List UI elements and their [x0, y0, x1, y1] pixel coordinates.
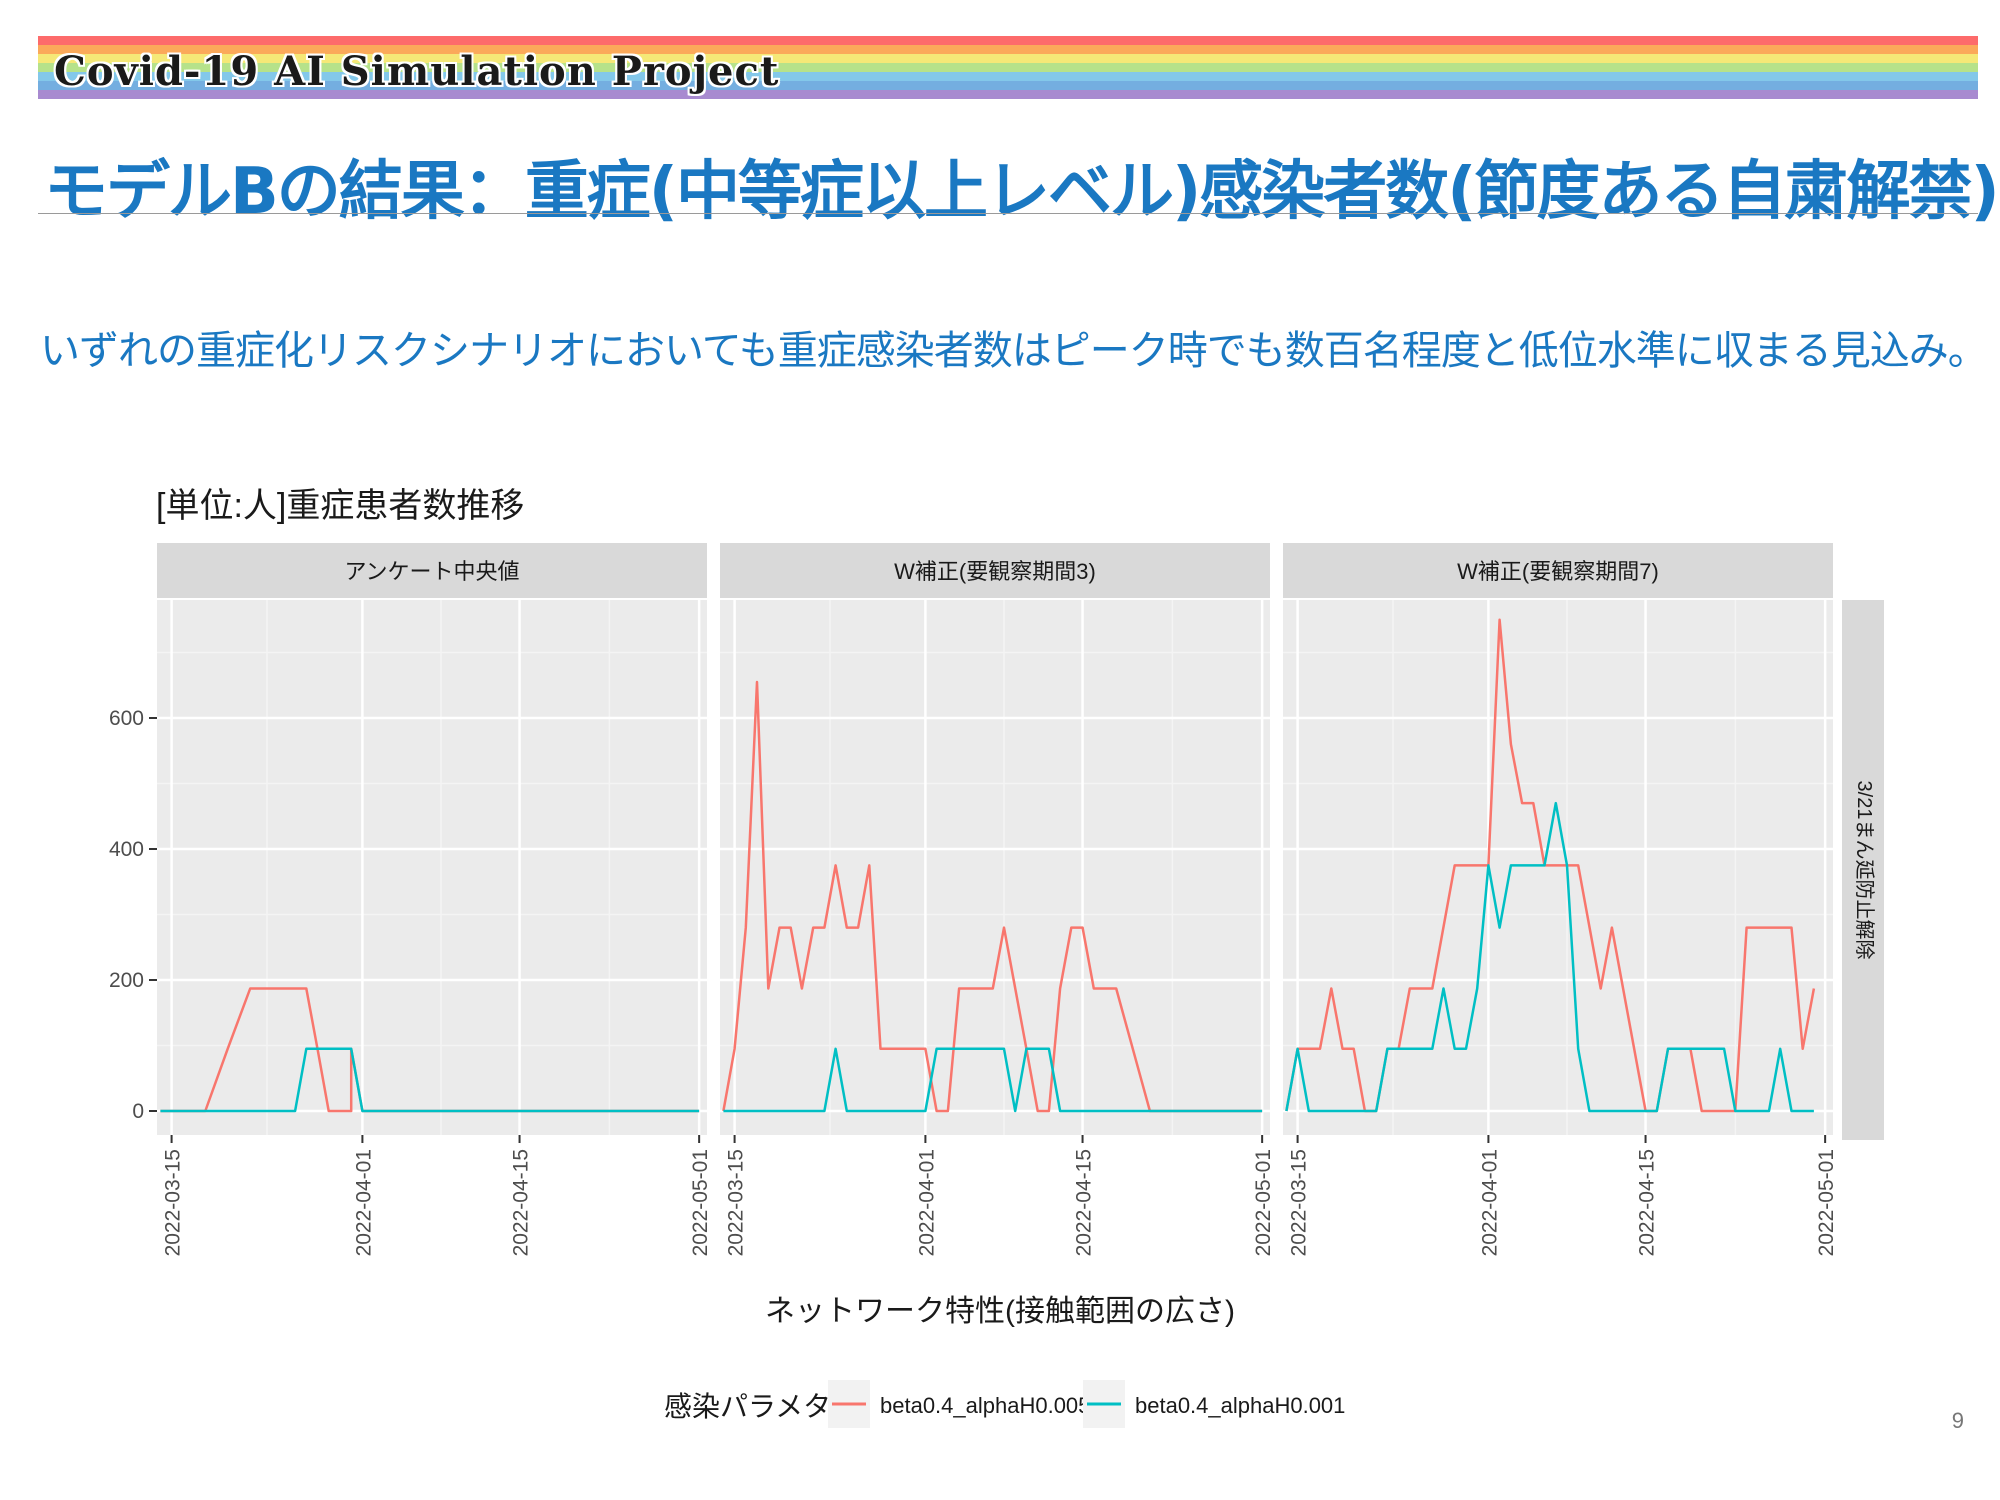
series-line — [1285, 618, 1816, 1113]
x-tick-label: 2022-04-15 — [1073, 1149, 1096, 1256]
x-tick-label: 2022-04-15 — [1636, 1149, 1659, 1256]
series-line — [160, 987, 700, 1113]
y-tick-label: 600 — [109, 707, 144, 730]
banner-stripe — [38, 45, 1978, 54]
series-line — [722, 680, 1263, 1113]
row-strip: 3/21まん延防止解除 — [1842, 600, 1884, 1140]
banner-stripe — [38, 63, 1978, 72]
legend-title: 感染パラメタ — [664, 1391, 831, 1422]
chart-panel: W補正(要観察期間7) 2022-03-15 2022-04-01 2022-04-1… — [1283, 543, 1838, 1256]
slide-title: モデルBの結果：重症(中等症以上レベル)感染者数(節度ある自粛解禁) — [44, 155, 2000, 229]
series-line — [160, 1047, 700, 1113]
panel-strip — [157, 543, 707, 598]
x-tick-label: 2022-04-01 — [1478, 1149, 1501, 1256]
rainbow-banner — [38, 36, 1978, 118]
banner-stripe — [38, 81, 1978, 90]
row-strip-label: 3/21まん延防止解除 — [1853, 781, 1876, 960]
chart-panels: アンケート中央値 2022-03-15 2022-04-01 2022-04-15 20… — [157, 543, 1838, 1256]
banner-stripe — [38, 36, 1978, 45]
title-divider — [38, 213, 1978, 214]
banner-stripe — [38, 54, 1978, 63]
panel-strip-label: アンケート中央値 — [344, 559, 519, 584]
panel-background — [1283, 600, 1833, 1135]
x-tick-label: 2022-04-01 — [915, 1149, 938, 1256]
legend: 感染パラメタ beta0.4_alphaH0.005 beta0.4_alphaH… — [664, 1380, 1345, 1428]
series-line — [1285, 801, 1814, 1113]
x-tick-label: 2022-05-01 — [1815, 1149, 1838, 1256]
panel-background — [157, 600, 707, 1135]
x-tick-label: 2022-04-01 — [352, 1149, 375, 1256]
y-tick-label: 0 — [132, 1100, 144, 1123]
series-line — [723, 1047, 1263, 1113]
banner-stripe — [38, 90, 1978, 99]
y-tick-label: 400 — [109, 838, 144, 861]
chart-panel: W補正(要観察期間3) 2022-03-15 2022-04-01 2022-04-1… — [720, 543, 1275, 1256]
panel-strip — [720, 543, 1270, 598]
legend-label: beta0.4_alphaH0.005 — [880, 1393, 1090, 1418]
panel-strip — [1283, 543, 1833, 598]
x-axis-title: ネットワーク特性(接触範囲の広さ) — [765, 1295, 1235, 1328]
x-tick-label: 2022-03-15 — [725, 1149, 748, 1256]
banner-stripe — [38, 72, 1978, 81]
panel-strip-label: W補正(要観察期間3) — [894, 559, 1096, 584]
x-tick-label: 2022-04-15 — [510, 1149, 533, 1256]
x-tick-label: 2022-05-01 — [689, 1149, 712, 1256]
page-number: 9 — [1951, 1408, 1964, 1433]
legend-label: beta0.4_alphaH0.001 — [1135, 1393, 1345, 1418]
x-tick-label: 2022-05-01 — [1252, 1149, 1275, 1256]
x-tick-label: 2022-03-15 — [162, 1149, 185, 1256]
panel-strip-label: W補正(要観察期間7) — [1457, 559, 1659, 584]
chart-title: [単位:人]重症患者数推移 — [156, 487, 524, 525]
project-title: Covid-19 AI Simulation Project — [54, 48, 780, 95]
x-tick-label: 2022-03-15 — [1288, 1149, 1311, 1256]
summary-text: いずれの重症化リスクシナリオにおいても重症感染者数はピーク時でも数百名程度と低位… — [40, 328, 1988, 374]
chart-panel: アンケート中央値 2022-03-15 2022-04-01 2022-04-15 20… — [157, 543, 712, 1256]
panel-background — [720, 600, 1270, 1135]
y-tick-label: 200 — [109, 969, 144, 992]
